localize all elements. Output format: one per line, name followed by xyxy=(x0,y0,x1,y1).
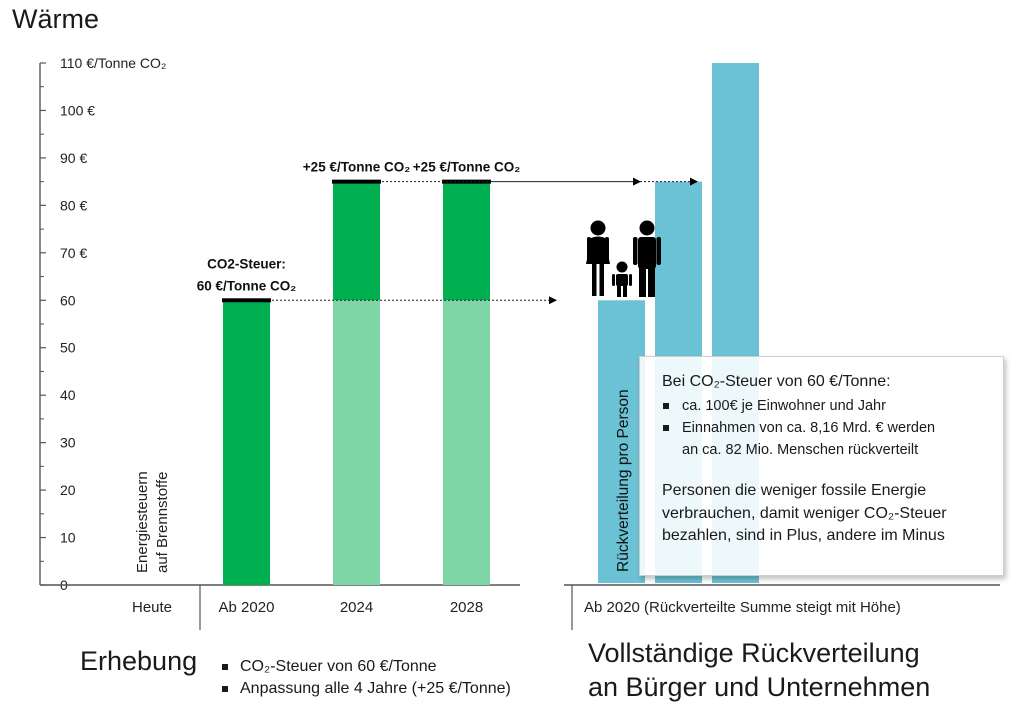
bar-cap xyxy=(222,298,271,303)
x-tick-label: Ab 2020 xyxy=(219,599,275,616)
y-tick-label: 50 xyxy=(60,340,76,356)
y-tick-label: 100 € xyxy=(60,102,95,118)
vertical-label-line: auf Brennstoffe xyxy=(154,472,171,573)
info-bullet: ca. 100€ je Einwohner und Jahr xyxy=(662,395,991,417)
info-box: Bei CO₂-Steuer von 60 €/Tonne: ca. 100€ … xyxy=(639,356,1004,576)
bullet-item: Anpassung alle 4 Jahre (+25 €/Tonne) xyxy=(220,678,511,700)
redistribution-bar xyxy=(598,300,645,583)
y-tick-label: 90 € xyxy=(60,150,87,166)
y-tick-label: 20 xyxy=(60,482,76,498)
bars xyxy=(222,179,491,585)
bar-increase xyxy=(333,181,380,301)
bar-base xyxy=(223,300,270,585)
x-tick-label: 2024 xyxy=(340,599,373,616)
bar-base xyxy=(333,300,380,585)
y-tick-label: 40 xyxy=(60,387,76,403)
bullet-item: CO₂-Steuer von 60 €/Tonne xyxy=(220,656,511,678)
bar-increase xyxy=(443,181,490,301)
bar-annotation: 60 €/Tonne CO₂ xyxy=(197,278,297,293)
info-paragraph: Personen die weniger fossile Energie ver… xyxy=(662,480,991,548)
bar-annotation: CO2-Steuer: xyxy=(207,256,286,271)
rueckverteilung-heading: Vollständige Rückverteilung an Bürger un… xyxy=(588,636,930,704)
vertical-label-line: Energiesteuern xyxy=(134,471,151,573)
y-tick-label: 110 €/Tonne CO₂ xyxy=(60,55,166,71)
y-tick-label: 30 xyxy=(60,435,76,451)
y-tick-label: 10 xyxy=(60,530,76,546)
y-tick-label: 80 € xyxy=(60,197,87,213)
info-bullet: Einnahmen von ca. 8,16 Mrd. € werden an … xyxy=(662,417,991,461)
arrows xyxy=(272,177,698,305)
info-bullet-text: an ca. 82 Mio. Menschen rückverteilt xyxy=(682,442,919,458)
heading-line: an Bürger und Unternehmen xyxy=(588,672,931,702)
erhebung-heading: Erhebung xyxy=(80,646,198,676)
info-bullet-text: ca. 100€ je Einwohner und Jahr xyxy=(682,398,886,414)
redistribution-vertical-label: Rückverteilung pro Person xyxy=(615,389,632,572)
x-tick-label: 2028 xyxy=(450,599,483,616)
x-tick-label: Heute xyxy=(132,599,172,616)
info-intro: Bei CO₂-Steuer von 60 €/Tonne: xyxy=(662,373,891,390)
info-paragraph-line: Personen die weniger fossile Energie xyxy=(662,482,927,499)
redistribution-x-label: Ab 2020 (Rückverteilte Summe steigt mit … xyxy=(584,599,901,616)
bar-annotation: +25 €/Tonne CO₂ xyxy=(413,160,520,175)
erhebung-bullets: CO₂-Steuer von 60 €/Tonne Anpassung alle… xyxy=(220,656,511,700)
y-tick-label: 60 xyxy=(60,292,76,308)
heading-line: Vollständige Rückverteilung xyxy=(588,638,920,668)
info-paragraph-line: bezahlen, sind in Plus, andere im Minus xyxy=(662,527,945,544)
info-bullets: ca. 100€ je Einwohner und Jahr Einnahmen… xyxy=(662,395,991,461)
bar-base xyxy=(443,300,490,585)
vertical-label: Energiesteuern auf Brennstoffe xyxy=(134,471,171,573)
bar-cap xyxy=(332,179,381,184)
labels: Heute Energiesteuern auf Brennstoffe Ab 202… xyxy=(132,160,901,616)
info-paragraph-line: verbrauchen, damit weniger CO₂-Steuer xyxy=(662,504,947,522)
y-tick-label: 70 € xyxy=(60,245,87,261)
family-icon xyxy=(586,220,661,297)
page-title: Wärme xyxy=(12,4,99,34)
bar-annotation: +25 €/Tonne CO₂ xyxy=(303,160,410,175)
info-bullet-text: Einnahmen von ca. 8,16 Mrd. € werden xyxy=(682,420,936,436)
